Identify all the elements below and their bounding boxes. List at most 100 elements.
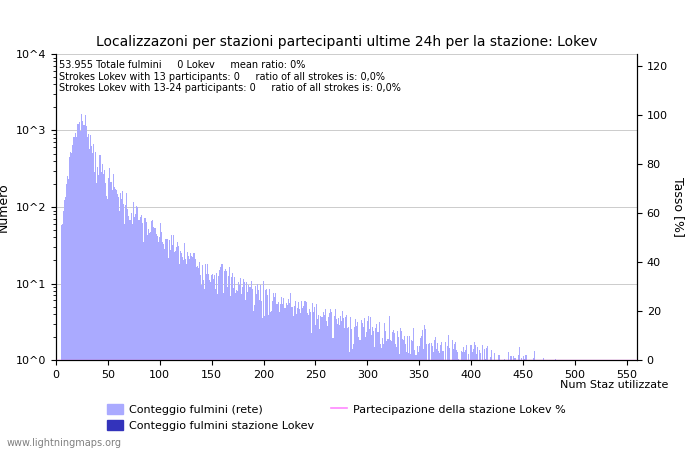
Bar <box>369 328 370 450</box>
Bar <box>593 360 594 450</box>
Bar <box>548 360 550 450</box>
Bar <box>285 308 286 450</box>
Bar <box>627 360 628 450</box>
Bar <box>578 360 580 450</box>
Bar <box>207 265 208 450</box>
Bar <box>125 204 126 450</box>
Bar <box>71 153 72 450</box>
Bar <box>474 342 475 450</box>
Bar <box>507 360 508 450</box>
Bar <box>126 193 127 450</box>
Bar <box>407 336 408 450</box>
Bar <box>61 225 62 450</box>
Bar <box>205 264 206 450</box>
Bar <box>477 360 479 450</box>
Bar <box>174 252 175 450</box>
Bar <box>423 349 424 450</box>
Bar <box>503 360 504 450</box>
Bar <box>584 360 586 450</box>
Bar <box>158 242 159 450</box>
Bar <box>402 339 403 450</box>
Bar <box>506 360 507 450</box>
Bar <box>386 342 388 450</box>
Bar <box>569 360 570 450</box>
Bar <box>629 360 630 450</box>
Bar <box>626 360 627 450</box>
Bar <box>266 289 267 450</box>
Bar <box>193 253 195 450</box>
Bar <box>261 301 262 450</box>
Bar <box>181 252 182 450</box>
Bar <box>296 314 297 450</box>
Bar <box>291 307 292 450</box>
Bar <box>186 264 187 450</box>
Bar <box>236 290 237 450</box>
Bar <box>630 360 631 450</box>
Bar <box>276 304 277 450</box>
Bar <box>347 328 348 450</box>
Bar <box>382 338 384 450</box>
Bar <box>617 360 618 450</box>
Bar <box>87 137 88 450</box>
Bar <box>606 360 608 450</box>
Bar <box>119 211 120 450</box>
Bar <box>206 274 207 450</box>
Bar <box>563 360 564 450</box>
Bar <box>99 154 100 450</box>
Bar <box>107 199 108 450</box>
Bar <box>595 360 596 450</box>
Bar <box>491 350 492 450</box>
Bar <box>461 351 462 450</box>
Bar <box>536 360 537 450</box>
Bar <box>348 327 349 450</box>
Bar <box>596 360 597 450</box>
Bar <box>288 299 289 450</box>
Bar <box>242 287 244 450</box>
Bar <box>528 360 530 450</box>
Bar <box>106 196 107 450</box>
Bar <box>457 352 458 450</box>
Bar <box>100 155 101 450</box>
Bar <box>416 346 418 450</box>
Bar <box>190 253 191 450</box>
Bar <box>587 360 588 450</box>
Bar <box>494 353 496 450</box>
Bar <box>354 327 356 450</box>
Bar <box>547 360 548 450</box>
Bar <box>212 274 214 450</box>
Bar <box>603 360 604 450</box>
Bar <box>240 278 241 450</box>
Bar <box>631 360 632 450</box>
Bar <box>363 318 365 450</box>
Bar <box>144 218 145 450</box>
Bar <box>502 360 503 450</box>
Bar <box>172 245 173 450</box>
Bar <box>115 189 116 450</box>
Bar <box>253 305 255 450</box>
Bar <box>345 317 346 450</box>
Bar <box>426 344 427 450</box>
Bar <box>615 360 616 450</box>
Bar <box>574 360 575 450</box>
Bar <box>610 360 612 450</box>
Bar <box>147 235 148 450</box>
Bar <box>165 239 167 450</box>
Bar <box>438 351 440 450</box>
Bar <box>466 345 468 450</box>
Bar <box>498 355 500 450</box>
Bar <box>321 317 322 450</box>
Bar <box>275 293 276 450</box>
Bar <box>307 315 309 450</box>
Bar <box>537 360 538 450</box>
Bar <box>160 223 161 450</box>
Bar <box>81 114 83 450</box>
Bar <box>74 137 75 450</box>
Bar <box>256 294 257 450</box>
Bar <box>539 360 540 450</box>
Bar <box>459 360 460 450</box>
Bar <box>257 284 258 450</box>
Bar <box>458 359 459 450</box>
Bar <box>400 328 401 450</box>
Bar <box>454 345 455 450</box>
Bar <box>129 220 130 450</box>
